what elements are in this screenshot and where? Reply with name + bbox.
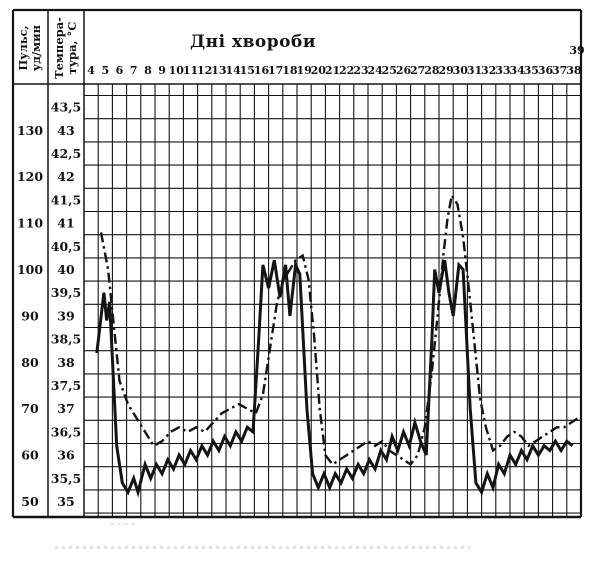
temp-tick-label: 40	[57, 262, 75, 277]
day-tick-label: 7	[130, 64, 138, 77]
pulse-axis-title-line2: уд/мин	[29, 24, 43, 71]
pulse-axis-title: Пульс, уд/мин	[16, 24, 43, 71]
temp-tick-label: 39	[57, 308, 74, 323]
pulse-tick-label: 110	[17, 216, 43, 231]
day-tick-label: 12	[197, 64, 212, 77]
day-tick-label: 9	[158, 64, 166, 77]
temp-tick-label: 37,5	[51, 378, 81, 393]
temp-tick-label: 42	[57, 169, 74, 184]
day-tick-label: 31	[467, 64, 482, 77]
day-tick-label: 28	[424, 64, 440, 77]
temp-axis-labels: 43,5 43 42,5 42 41,5 41 40,5 40 39,5 39 38,5 38 37,5…	[51, 100, 81, 509]
temp-tick-label: 36	[57, 448, 75, 463]
pulse-tick-label: 60	[21, 448, 39, 463]
chart-grid	[84, 84, 581, 517]
day-tick-label: 30	[453, 64, 469, 77]
temp-tick-label: 43,5	[51, 100, 81, 115]
day-tick-label: 11	[183, 64, 198, 77]
day-tick-label: 18	[282, 64, 298, 77]
day-tick-label: 8	[144, 64, 152, 77]
day-tick-label: 33	[495, 64, 510, 77]
temp-tick-label: 41	[57, 216, 74, 231]
day-tick-label: 22	[339, 64, 354, 77]
day-tick-label: 16	[254, 64, 270, 77]
day-tick-label: 14	[225, 64, 241, 77]
temp-axis-title: Темпера- тура, °С	[52, 17, 79, 79]
chart-title: Дні хвороби	[190, 32, 316, 52]
temp-tick-label: 42,5	[51, 146, 81, 161]
faded-caption-smudge	[55, 546, 470, 549]
day-tick-label: 5	[101, 64, 109, 77]
day-tick-label: 37	[552, 64, 567, 77]
day-tick-label: 15	[240, 64, 255, 77]
day-tick-label: 4	[87, 64, 95, 77]
day-tick-label: 23	[353, 64, 368, 77]
day-tick-label: 34	[509, 64, 525, 77]
day-tick-label: 10	[169, 64, 185, 77]
temp-tick-label: 43	[57, 123, 74, 138]
temp-tick-label: 39,5	[51, 285, 81, 300]
day-tick-label: 6	[116, 64, 124, 77]
temp-tick-label: 38,5	[51, 332, 81, 347]
temp-tick-label: 36,5	[51, 424, 81, 439]
pulse-tick-label: 80	[21, 355, 39, 370]
day-tick-label: 36	[538, 64, 554, 77]
day-tick-label: 21	[325, 64, 340, 77]
faded-mark	[110, 523, 138, 525]
pulse-tick-label: 90	[21, 308, 39, 323]
day-tick-label: 19	[296, 64, 311, 77]
temp-axis-title-line1: Темпера-	[52, 17, 66, 79]
day-tick-label: 26	[396, 64, 412, 77]
day-tick-label: 29	[438, 64, 453, 77]
pulse-tick-label: 50	[21, 494, 39, 509]
day-tick-label: 20	[311, 64, 327, 77]
day-tick-label: 25	[382, 64, 397, 77]
temperature-curve	[95, 259, 574, 498]
day-tick-label: 24	[367, 64, 383, 77]
temp-tick-label: 35	[57, 494, 74, 509]
day-axis-labels: 4 5 6 7 8 9 1011121314151617181920212223242526…	[87, 64, 582, 77]
temp-tick-label: 41,5	[51, 192, 81, 207]
day-tick-label: 32	[481, 64, 496, 77]
day-tick-label: 17	[268, 64, 283, 77]
chart-frame	[11, 8, 583, 519]
temp-tick-label: 38	[57, 355, 75, 370]
pulse-axis-title-line1: Пульс,	[16, 25, 30, 70]
pulse-curve	[99, 192, 579, 467]
temp-tick-label: 40,5	[51, 239, 81, 254]
pulse-tick-label: 120	[17, 169, 43, 184]
temp-tick-label: 37	[57, 401, 74, 416]
day-39-overflow-label: 39	[569, 44, 584, 57]
pulse-tick-label: 70	[21, 401, 39, 416]
day-tick-label: 13	[211, 64, 226, 77]
pulse-tick-label: 130	[17, 123, 43, 138]
curves	[95, 192, 579, 498]
pulse-axis-labels: 130 120 110 100 90 80 70 60 50	[17, 123, 43, 509]
day-tick-label: 38	[566, 64, 582, 77]
pulse-tick-label: 100	[17, 262, 43, 277]
day-tick-label: 35	[524, 64, 539, 77]
temp-axis-title-line2: тура, °С	[65, 22, 79, 75]
temp-tick-label: 35,5	[51, 471, 81, 486]
day-tick-label: 27	[410, 64, 425, 77]
